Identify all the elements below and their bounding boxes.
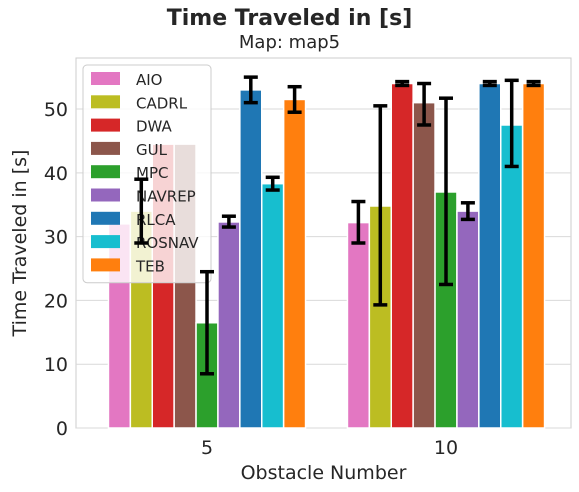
bar-navrep	[217, 221, 241, 429]
legend-swatch-rlca	[91, 211, 120, 225]
legend-label-rosnav: ROSNAV	[136, 234, 199, 252]
legend-label-cadrl: CADRL	[136, 94, 188, 112]
legend-swatch-gul	[91, 141, 120, 155]
y-tick-label: 10	[44, 354, 68, 376]
bar-gul	[412, 101, 436, 429]
bar-teb	[282, 98, 307, 429]
y-tick-label: 30	[44, 227, 68, 249]
chart-subtitle: Map: map5	[238, 32, 341, 53]
legend-label-gul: GUL	[136, 141, 168, 159]
legend-label-teb: TEB	[135, 257, 165, 275]
chart-title: Time Traveled in [s]	[166, 6, 413, 31]
bar-rosnav	[500, 124, 524, 429]
x-tick-label: 10	[434, 437, 458, 459]
y-tick-label: 50	[44, 99, 68, 121]
legend-swatch-aio	[91, 72, 120, 85]
bar-rlca	[239, 89, 263, 429]
legend-swatch-rosnav	[91, 235, 120, 249]
bar-aio	[346, 221, 371, 429]
y-axis-label: Time Traveled in [s]	[9, 150, 31, 338]
legend-swatch-teb	[91, 258, 120, 272]
x-axis-label: Obstacle Number	[241, 462, 407, 484]
legend-swatch-mpc	[91, 165, 120, 179]
legend-label-dwa: DWA	[136, 118, 173, 136]
legend-swatch-dwa	[91, 118, 120, 132]
bar-navrep	[456, 210, 480, 429]
y-tick-label: 0	[56, 418, 68, 440]
legend-label-rlca: RLCA	[136, 211, 176, 229]
bar-rlca	[478, 82, 502, 429]
y-tick-label: 20	[44, 290, 68, 312]
y-tick-label: 40	[44, 163, 68, 185]
legend-swatch-navrep	[91, 188, 120, 202]
x-tick-label: 5	[201, 437, 213, 459]
bar-rosnav	[261, 182, 285, 429]
legend-label-navrep: NAVREP	[136, 188, 196, 206]
bar-dwa	[390, 82, 414, 429]
legend-label-aio: AIO	[136, 71, 163, 89]
legend-swatch-cadrl	[91, 95, 120, 109]
bar-teb	[521, 82, 546, 429]
